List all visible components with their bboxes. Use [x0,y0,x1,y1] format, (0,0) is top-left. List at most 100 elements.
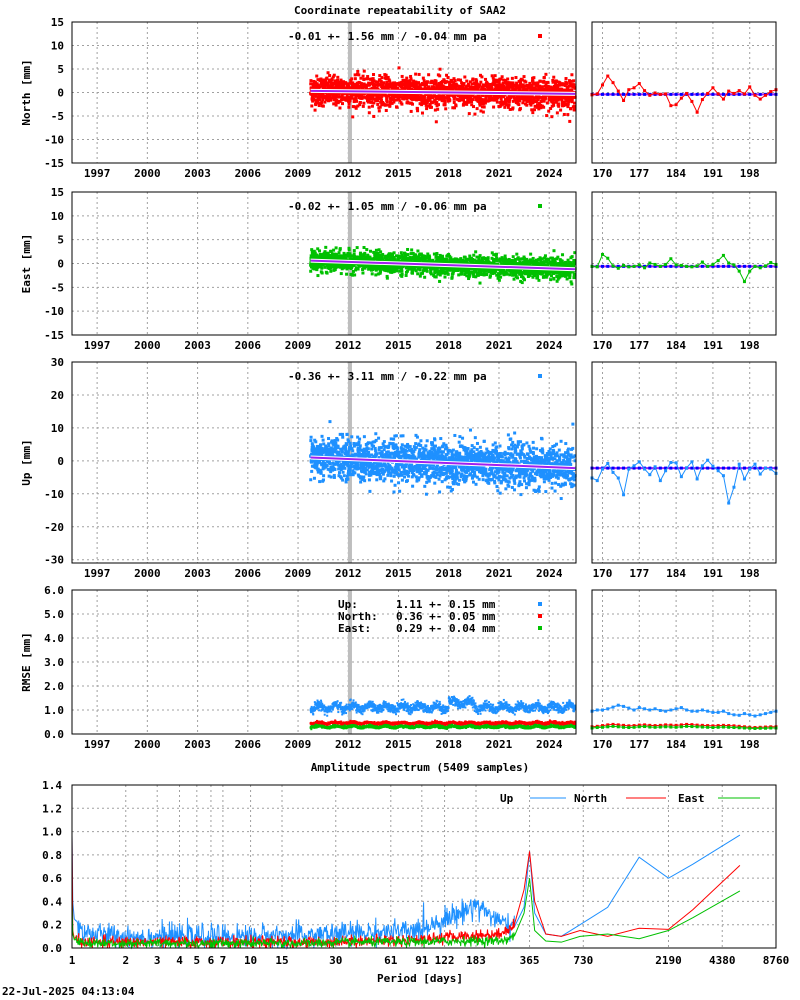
data-point [362,246,366,250]
data-point [351,273,355,277]
data-point [544,85,548,89]
data-point [367,105,371,109]
data-point [320,84,324,88]
data-point [355,85,359,89]
data-point [440,99,444,103]
data-point [321,98,325,102]
x-tick-label: 2006 [235,567,262,580]
data-point [386,258,390,262]
data-point [337,95,341,99]
data-point [561,253,565,257]
data-point [521,275,525,279]
data-point [365,248,369,252]
data-point [538,95,542,99]
data-point [420,271,424,275]
data-point [443,275,447,279]
data-point [431,81,435,85]
x-tick-label: 2015 [385,167,412,180]
data-point [392,255,396,259]
data-point [311,99,315,103]
zoom-north-point [637,82,641,86]
data-point [398,256,402,260]
data-point [497,273,501,277]
data-point [544,83,548,87]
data-point [493,74,497,78]
data-point [515,81,519,85]
data-point [468,94,472,98]
data-point [503,254,507,258]
data-point [456,78,460,82]
data-point [465,102,469,106]
data-point [531,256,535,260]
data-point [467,269,471,273]
data-point [408,255,412,259]
data-point [324,444,328,448]
data-point [396,86,400,90]
data-point [474,250,478,254]
data-point [568,119,572,123]
data-point [502,78,506,82]
data-point [409,74,413,78]
data-point [414,253,418,257]
data-point [500,271,504,275]
data-point [392,265,396,269]
data-point [441,79,445,83]
y-tick-label: -20 [44,521,64,534]
data-point [374,268,378,272]
data-point [448,254,452,258]
data-point [548,97,552,101]
data-point [342,251,346,255]
data-point [468,85,472,89]
data-point [323,265,327,269]
zoom-north-point [742,92,746,96]
data-point [551,80,555,84]
data-point [499,275,503,279]
data-point [560,259,564,263]
data-point [419,94,423,98]
data-point [471,261,475,265]
data-point [371,265,375,269]
data-point [388,252,392,256]
data-point [406,253,410,257]
data-point [484,97,488,101]
data-point [435,266,439,270]
zoom-panel-north: 170 177 184 191 198 [590,21,778,180]
summary-annotation: -0.01 +- 1.56 mm / -0.04 mm pa [288,30,487,43]
data-point [313,251,317,255]
y-tick-label: 15 [51,16,64,29]
data-point [530,108,534,112]
data-point [466,82,470,86]
data-point [393,81,397,85]
data-point [481,272,485,276]
data-point [403,93,407,97]
data-point [511,86,515,90]
data-point [474,275,478,279]
data-point [425,266,429,270]
zoom-trend-point [716,264,720,268]
data-point [555,279,559,283]
data-point [340,432,344,436]
data-point [517,97,521,101]
data-point [334,246,338,250]
y-tick-label: -10 [44,488,64,501]
data-point [389,99,393,103]
data-point [520,273,524,277]
data-point [480,256,484,260]
data-point [531,275,535,279]
panel-north: 1997 2000 2003 2006 2009 2012 2015 2018 2021 2024… [20,16,577,180]
data-point [321,464,325,468]
data-point [379,269,383,273]
data-point [491,88,495,92]
data-point [329,98,333,102]
data-point [338,247,342,251]
data-point [334,255,338,259]
data-point [341,478,345,482]
zoom-trend-point [664,264,668,268]
data-point [312,447,316,451]
zoom-north-point [695,110,699,114]
data-point [316,101,320,105]
data-point [318,453,322,457]
data-point [540,85,544,89]
data-point [401,86,405,90]
x-tick-label: 2000 [134,567,161,580]
